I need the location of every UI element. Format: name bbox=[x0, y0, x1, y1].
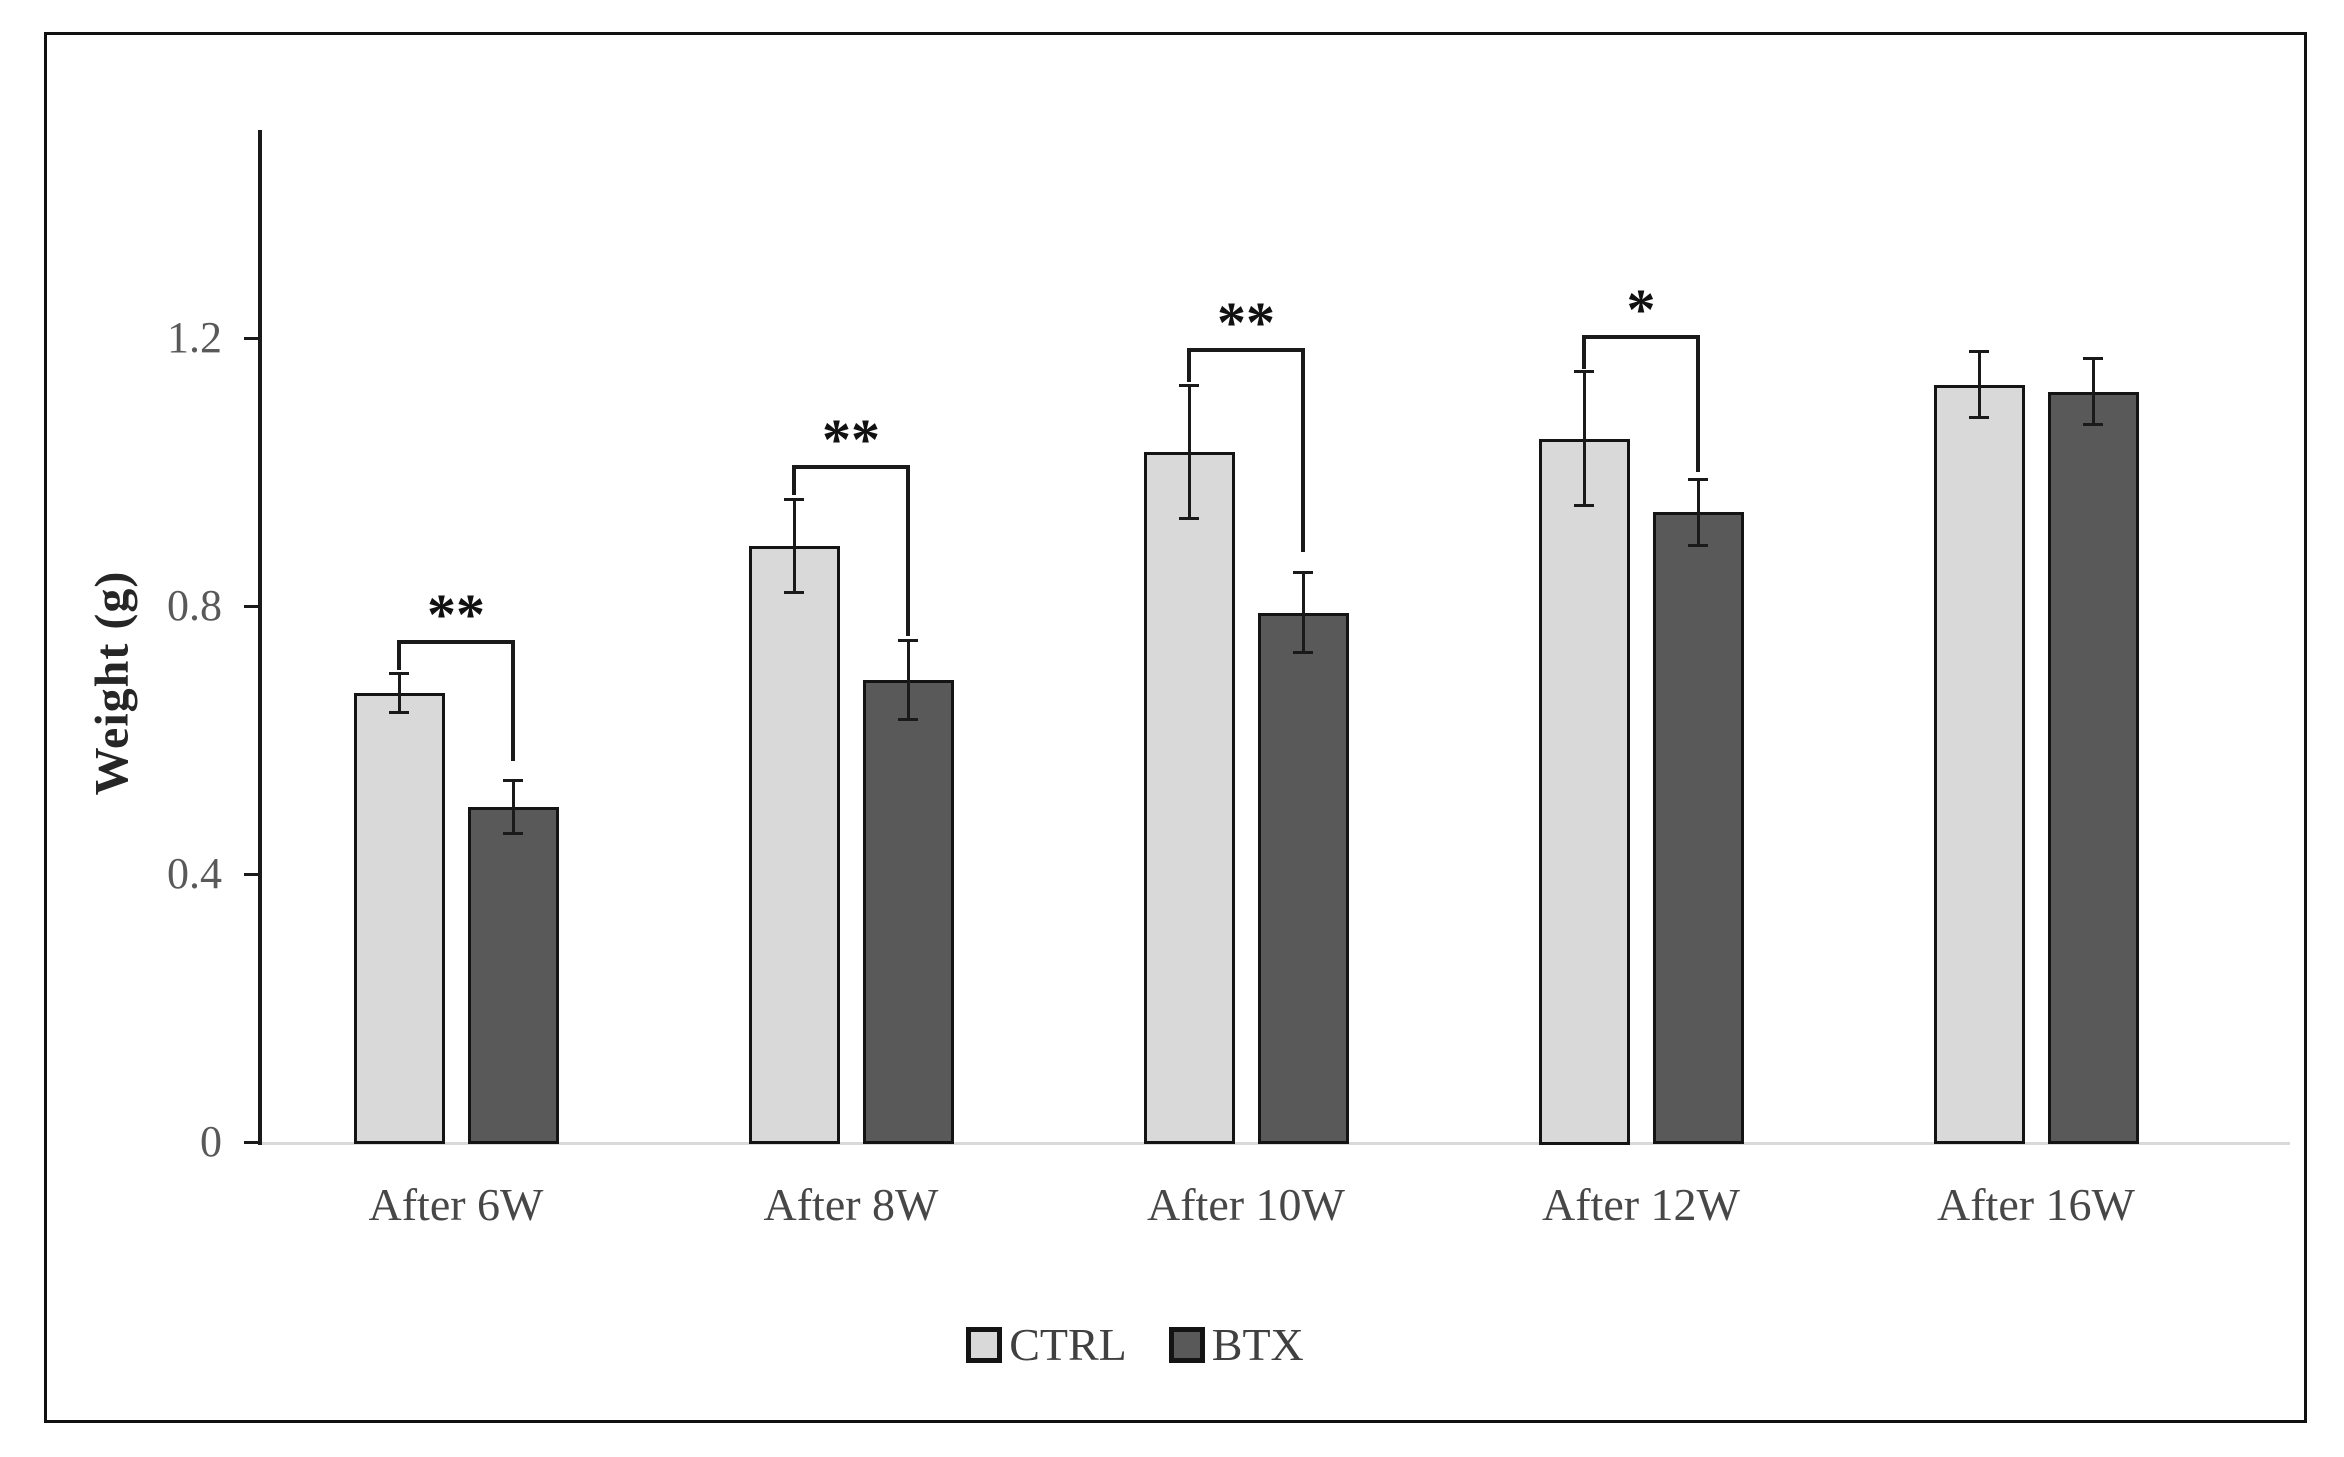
error-bar-cap-bottom bbox=[1293, 651, 1313, 654]
sig-bracket-bar bbox=[1187, 348, 1305, 352]
legend-swatch-ctrl bbox=[966, 1326, 1003, 1363]
error-bar-line bbox=[1583, 371, 1586, 505]
error-bar-line bbox=[1697, 479, 1700, 546]
legend-swatch-btx bbox=[1168, 1326, 1205, 1363]
bar-ctrl-4 bbox=[1539, 439, 1630, 1145]
error-bar-cap-bottom bbox=[1574, 504, 1594, 507]
error-bar-cap-bottom bbox=[389, 711, 409, 714]
sig-label: ** bbox=[427, 582, 485, 647]
error-bar-cap-top bbox=[1969, 350, 1989, 353]
x-axis-label: After 10W bbox=[1147, 1179, 1345, 1230]
sig-label: ** bbox=[822, 407, 880, 472]
y-axis-tick bbox=[244, 337, 258, 340]
bar-btx-3 bbox=[1258, 613, 1349, 1144]
error-bar-cap-bottom bbox=[784, 591, 804, 594]
error-bar-cap-top bbox=[898, 639, 918, 642]
sig-bracket-right-leg bbox=[906, 465, 910, 636]
error-bar-line bbox=[907, 640, 910, 720]
error-bar-cap-bottom bbox=[503, 832, 523, 835]
error-bar-cap-top bbox=[1688, 478, 1708, 481]
sig-bracket-left-leg bbox=[1582, 335, 1586, 369]
error-bar-cap-bottom bbox=[1969, 416, 1989, 419]
error-bar-cap-top bbox=[1574, 370, 1594, 373]
sig-bracket-bar bbox=[792, 465, 910, 469]
chart-legend: CTRL BTX bbox=[0, 1318, 2270, 1371]
error-bar-line bbox=[398, 673, 401, 713]
y-axis-title: Weight (g) bbox=[85, 570, 139, 796]
error-bar-line bbox=[1978, 351, 1981, 418]
x-axis-label: After 12W bbox=[1542, 1179, 1740, 1230]
error-bar-line bbox=[1302, 572, 1305, 652]
sig-bracket-left-leg bbox=[792, 465, 796, 495]
x-axis-label: After 8W bbox=[763, 1179, 939, 1230]
y-tick-label: 1.2 bbox=[167, 313, 222, 362]
sig-bracket-left-leg bbox=[397, 640, 401, 670]
error-bar-cap-bottom bbox=[1179, 517, 1199, 520]
bar-ctrl-3 bbox=[1144, 452, 1235, 1144]
error-bar-cap-top bbox=[784, 498, 804, 501]
error-bar-line bbox=[1188, 385, 1191, 519]
legend-label-ctrl: CTRL bbox=[1009, 1319, 1127, 1370]
bar-btx-2 bbox=[863, 680, 954, 1144]
sig-bracket-right-leg bbox=[511, 640, 515, 761]
legend-item-ctrl: CTRL bbox=[966, 1318, 1127, 1371]
error-bar-line bbox=[793, 499, 796, 593]
error-bar-cap-top bbox=[2083, 357, 2103, 360]
sig-label: ** bbox=[1217, 290, 1275, 355]
y-tick-label: 0.8 bbox=[167, 581, 222, 630]
legend-item-btx: BTX bbox=[1168, 1318, 1304, 1371]
sig-label: * bbox=[1626, 277, 1656, 342]
error-bar-cap-top bbox=[503, 779, 523, 782]
sig-bracket-bar bbox=[1582, 335, 1700, 339]
sig-bracket-bar bbox=[397, 640, 515, 644]
bar-ctrl-1 bbox=[354, 693, 445, 1144]
bar-ctrl-2 bbox=[749, 546, 840, 1144]
legend-label-btx: BTX bbox=[1211, 1319, 1304, 1370]
sig-bracket-right-leg bbox=[1696, 335, 1700, 472]
error-bar-cap-top bbox=[389, 672, 409, 675]
x-axis-label: After 6W bbox=[368, 1179, 544, 1230]
error-bar-cap-bottom bbox=[2083, 423, 2103, 426]
y-axis-tick bbox=[244, 1141, 258, 1144]
error-bar-cap-top bbox=[1293, 571, 1313, 574]
x-axis-label: After 16W bbox=[1937, 1179, 2135, 1230]
bar-btx-4 bbox=[1653, 512, 1744, 1144]
error-bar-cap-top bbox=[1179, 384, 1199, 387]
bar-btx-1 bbox=[468, 807, 559, 1144]
error-bar-line bbox=[2092, 358, 2095, 425]
sig-bracket-right-leg bbox=[1301, 348, 1305, 552]
bar-btx-5 bbox=[2048, 392, 2139, 1144]
y-tick-label: 0.4 bbox=[167, 849, 222, 898]
y-tick-label: 0 bbox=[200, 1117, 222, 1166]
error-bar-cap-bottom bbox=[898, 718, 918, 721]
error-bar-line bbox=[512, 780, 515, 834]
error-bar-cap-bottom bbox=[1688, 544, 1708, 547]
sig-bracket-left-leg bbox=[1187, 348, 1191, 382]
y-axis-tick bbox=[244, 605, 258, 608]
y-axis-line bbox=[258, 130, 262, 1145]
bar-ctrl-5 bbox=[1934, 385, 2025, 1144]
y-axis-tick bbox=[244, 873, 258, 876]
